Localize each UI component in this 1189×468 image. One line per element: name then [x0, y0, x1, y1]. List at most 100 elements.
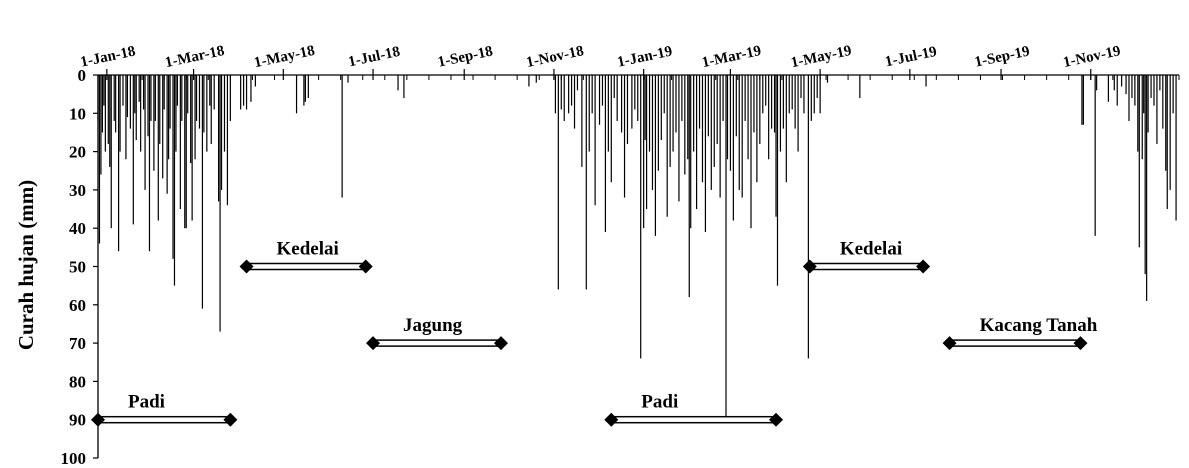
rainfall-bar [640, 75, 641, 358]
rainfall-bar [202, 75, 203, 309]
rainfall-bar [347, 75, 348, 83]
season-end-marker [769, 413, 783, 427]
rainfall-bar [774, 75, 775, 132]
bars-layer [97, 75, 1176, 420]
rainfall-bar [678, 75, 679, 201]
rainfall-bar [1095, 75, 1096, 236]
rainfall-bar [753, 75, 754, 132]
rainfall-bar [627, 75, 628, 144]
rainfall-bar [219, 75, 220, 332]
rainfall-bar [681, 75, 682, 121]
x-tick-label: 1-Jul-19 [884, 44, 939, 71]
rainfall-bar [693, 75, 694, 152]
rainfall-bar [1096, 75, 1097, 90]
season-end-marker [223, 413, 237, 427]
rainfall-bar [702, 75, 703, 182]
rainfall-bar [808, 75, 809, 358]
rainfall-bar [720, 75, 721, 198]
rainfall-bar [528, 75, 529, 86]
rainfall-bar [102, 75, 103, 132]
rainfall-bar [1148, 75, 1149, 132]
rainfall-bar [1145, 75, 1146, 274]
rainfall-bar [771, 75, 772, 129]
rainfall-bar [1142, 75, 1143, 159]
rainfall-bar [711, 75, 712, 190]
rainfall-bar [143, 75, 144, 109]
rainfall-bar [209, 75, 210, 106]
rainfall-bar [786, 75, 787, 182]
rainfall-bar [255, 75, 256, 86]
rainfall-bar [739, 75, 740, 190]
rainfall-bar [169, 75, 170, 129]
rainfall-bar [742, 75, 743, 198]
rainfall-bar [153, 75, 154, 171]
rainfall-bar [689, 75, 690, 297]
rainfall-bar [203, 75, 204, 132]
rainfall-bar [114, 75, 115, 121]
rainfall-bar [783, 75, 784, 129]
season-end-marker [1073, 336, 1087, 350]
rainfall-bar [696, 75, 697, 209]
season-bar [373, 340, 501, 346]
rainfall-bar [127, 75, 128, 117]
rainfall-bar [1173, 75, 1174, 113]
rainfall-bar [1125, 75, 1126, 94]
axes-layer: 01020304050607080901001-Jan-18 1-Mar-18 1-… [61, 43, 1180, 468]
rainfall-bar [727, 75, 728, 159]
rainfall-bar [1114, 75, 1115, 90]
rainfall-bar [149, 75, 150, 251]
x-tick-label: 1-Mar-19 [700, 43, 762, 71]
rainfall-bar [136, 75, 137, 140]
rainfall-bar [397, 75, 398, 90]
rainfall-bar [589, 75, 590, 152]
x-tick-label: 1-Nov-18 [525, 43, 585, 71]
rainfall-bar [675, 75, 676, 132]
rainfall-bar [564, 75, 565, 121]
season-label: Kacang Tanah [980, 315, 1098, 336]
rainfall-bar [303, 75, 304, 106]
rainfall-bar [684, 75, 685, 175]
rainfall-bar [158, 75, 159, 221]
rainfall-bar [246, 75, 247, 109]
rainfall-bar [797, 75, 798, 152]
x-tick-label: 1-Jan-19 [616, 43, 674, 70]
rainfall-bar [184, 75, 185, 228]
season-end-marker [916, 260, 930, 274]
season-label: Kedelai [277, 239, 339, 260]
rainfall-bar [130, 75, 131, 129]
rainfall-bar [214, 75, 215, 109]
rainfall-bar [192, 75, 193, 221]
rainfall-bar [240, 75, 241, 109]
rainfall-bar [756, 75, 757, 182]
rainfall-bar [800, 75, 801, 98]
rainfall-bar [194, 75, 195, 159]
rainfall-bar [621, 75, 622, 132]
rainfall-bar [109, 75, 110, 167]
rainfall-bar [1083, 75, 1084, 125]
rainfall-bar [111, 75, 112, 228]
y-tick-label: 30 [69, 181, 86, 200]
rainfall-bar [602, 75, 603, 106]
rainfall-bar [162, 75, 163, 178]
rainfall-bar [308, 75, 309, 98]
rainfall-bar [775, 75, 776, 217]
x-tick-label: 1-Sep-19 [973, 43, 1031, 70]
rainfall-bar [925, 75, 926, 86]
rainfall-bar [708, 75, 709, 136]
rainfall-bar [536, 75, 537, 83]
rainfall-bar [1139, 75, 1140, 247]
y-tick-label: 90 [69, 411, 86, 430]
x-tick-label: 1-Mar-18 [164, 43, 226, 71]
rainfall-bar [558, 75, 559, 289]
season-end-marker [943, 336, 957, 350]
rainfall-bar [155, 75, 156, 121]
rainfall-bar [243, 75, 244, 106]
rainfall-bar [1108, 75, 1109, 102]
rainfall-bar [733, 75, 734, 221]
season-end-marker [803, 260, 817, 274]
rainfall-bar [574, 75, 575, 129]
rainfall-bar [730, 75, 731, 171]
rainfall-bar [186, 75, 187, 228]
rainfall-bar [555, 75, 556, 113]
rainfall-bar [196, 75, 197, 121]
